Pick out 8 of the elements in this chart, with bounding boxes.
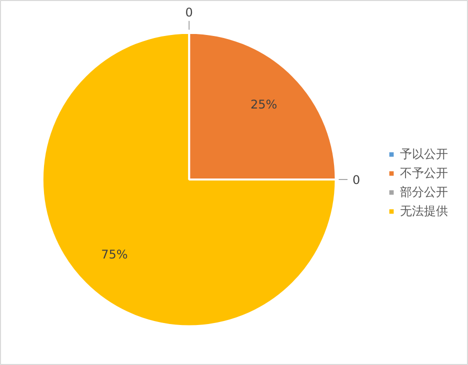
data-label: 75% [101,247,128,262]
legend-label: 部分公开 [400,184,448,200]
legend-label: 予以公开 [400,146,448,162]
legend-label: 不予公开 [400,164,448,182]
legend-label: 无法提供 [400,202,448,220]
data-label: 25% [250,98,278,112]
text: 0 [352,173,360,188]
text: 0 [185,6,193,20]
